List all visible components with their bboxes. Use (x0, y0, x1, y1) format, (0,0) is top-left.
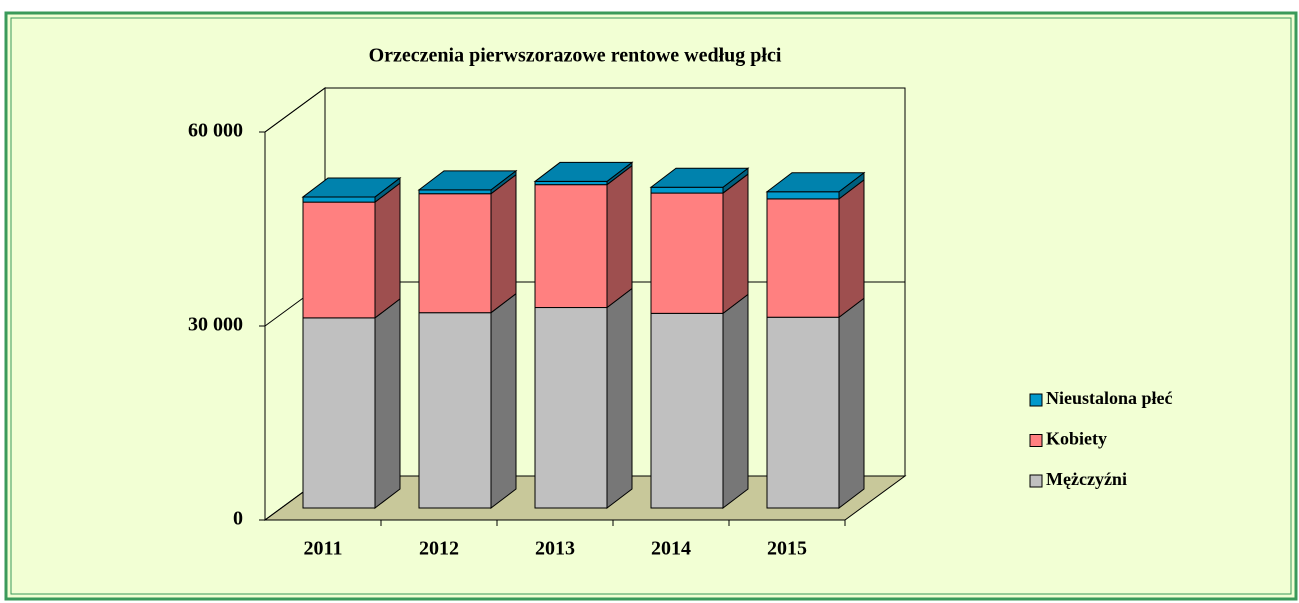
bar-side (490, 292, 517, 510)
bar (418, 312, 492, 509)
y-tick-label: 60 000 (188, 120, 243, 142)
x-tick-label: 2015 (767, 538, 807, 560)
bar-top (301, 177, 402, 198)
bar-top (649, 167, 750, 188)
y-tick-label: 30 000 (188, 314, 243, 336)
bar (534, 184, 608, 309)
frame-inner (10, 17, 1292, 595)
legend-label: Kobiety (1046, 429, 1107, 449)
legend-swatch (1029, 393, 1043, 407)
bar-side (606, 287, 633, 510)
bar (302, 196, 376, 203)
bar (418, 193, 492, 314)
legend-swatch (1029, 474, 1043, 488)
chart-title: Orzeczenia pierwszorazowe rentowe według… (369, 45, 782, 67)
x-tick-label: 2011 (304, 538, 343, 560)
bar-side (838, 297, 865, 510)
bar (766, 316, 840, 509)
grid-line (264, 87, 326, 133)
bar (534, 307, 608, 509)
legend-label: Mężczyźni (1046, 469, 1127, 489)
y-tick-label: 0 (233, 508, 243, 530)
x-tick-label: 2014 (651, 538, 691, 560)
legend-label: Nieustalona płeć (1046, 388, 1173, 408)
bar-side (722, 293, 749, 510)
x-tick-label: 2012 (419, 538, 459, 560)
legend-swatch (1029, 434, 1043, 447)
bar-side (374, 182, 401, 319)
bar (650, 192, 724, 314)
bar (650, 186, 724, 194)
bar (650, 312, 724, 509)
bar-top (765, 172, 866, 193)
bar (302, 201, 376, 319)
bar (766, 198, 840, 318)
bar-side (722, 173, 749, 315)
x-tick-label: 2013 (535, 538, 575, 560)
bar (418, 189, 492, 195)
bar-side (606, 164, 633, 309)
bar-side (490, 173, 517, 314)
bar-side (374, 297, 401, 510)
bar-top (417, 170, 518, 191)
bar (766, 191, 840, 200)
bar-side (838, 178, 865, 319)
bar (302, 317, 376, 509)
bar-top (533, 161, 634, 182)
